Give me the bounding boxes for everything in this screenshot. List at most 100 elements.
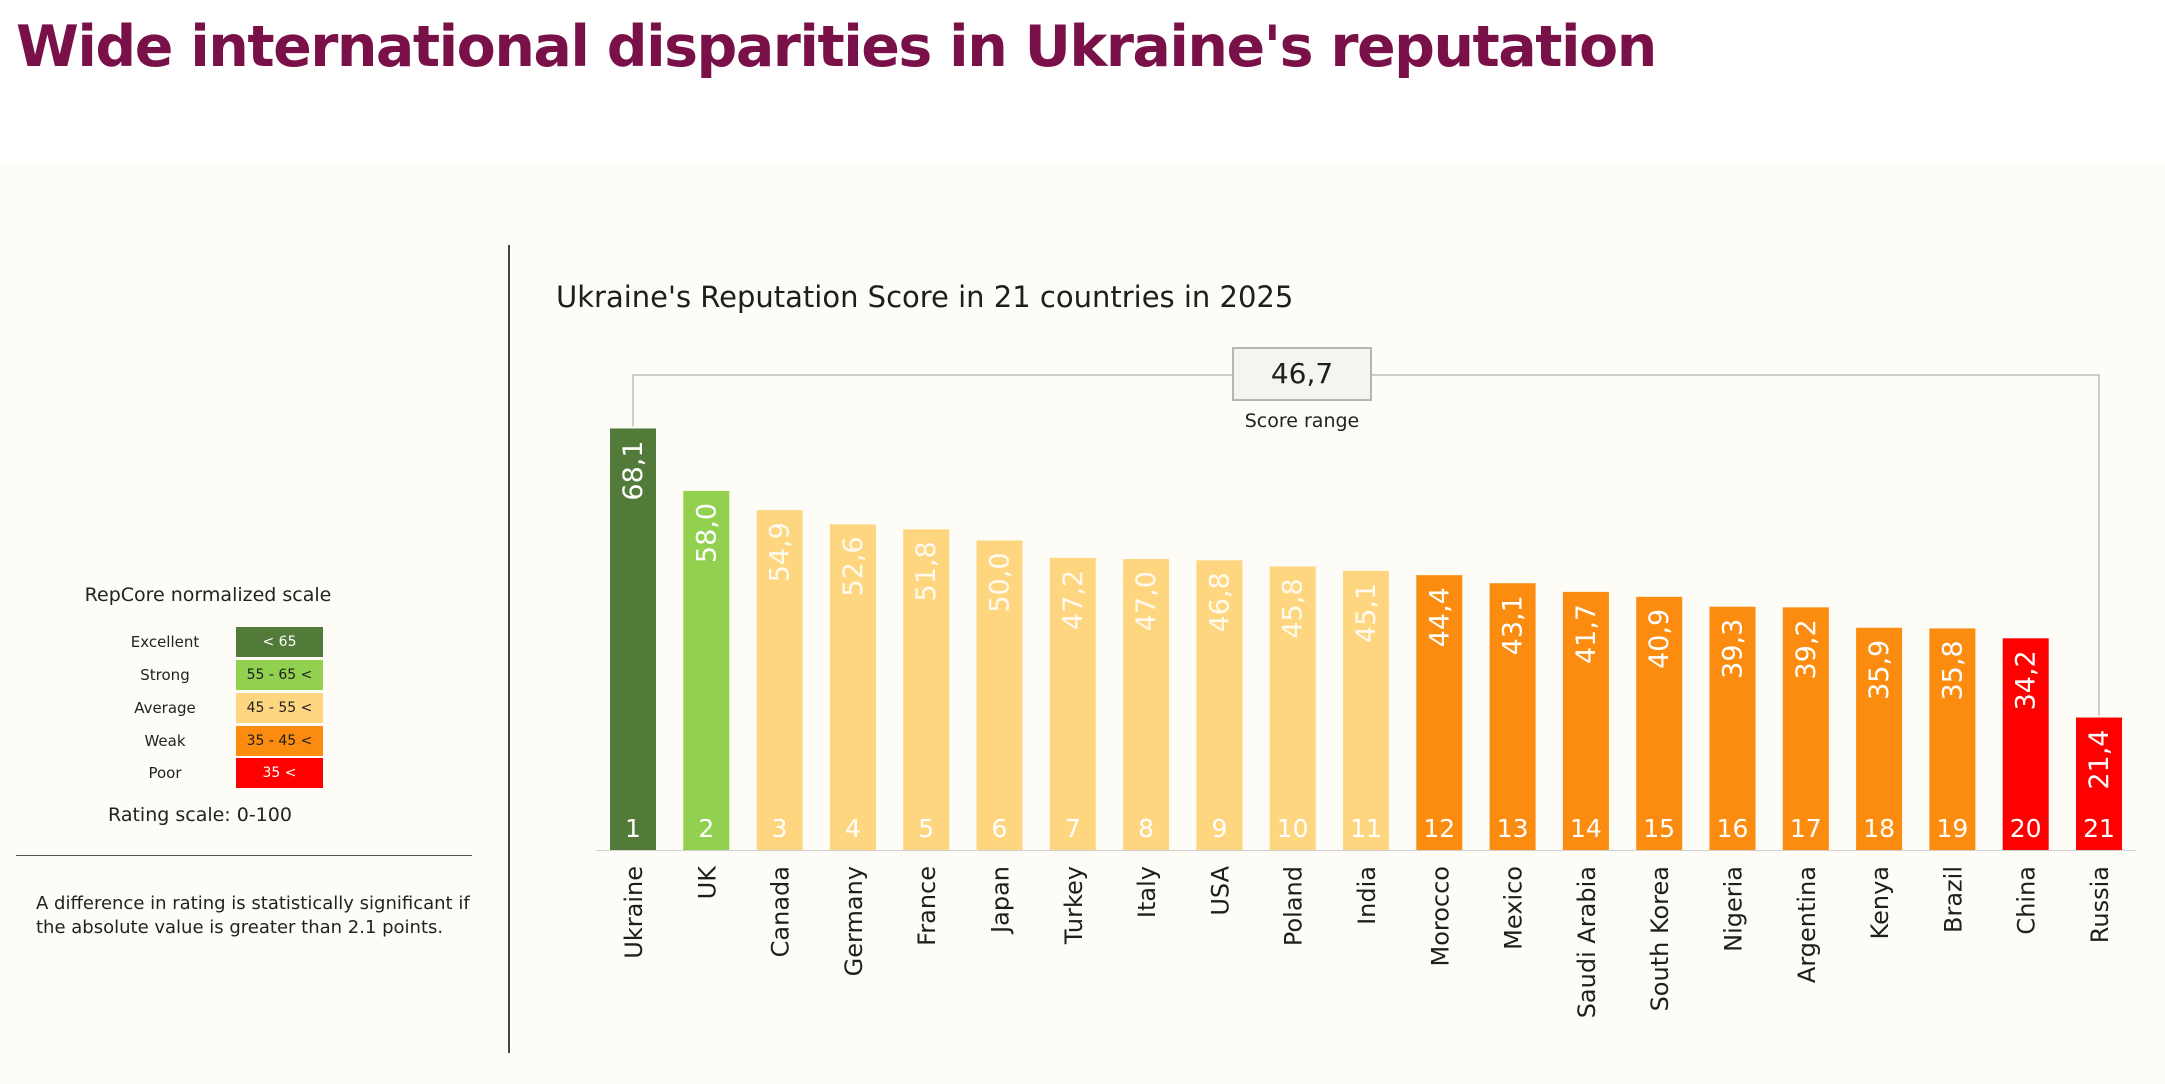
category-label: Russia [2086,866,2114,943]
category-label: Canada [767,866,795,957]
bar-kenya [1856,627,1903,850]
bar-poland [1269,566,1316,850]
rank-label: 12 [1423,814,1455,843]
chart-title: Ukraine's Reputation Score in 21 countri… [556,280,1294,314]
bar-nigeria [1709,606,1756,850]
rank-label: 17 [1790,814,1822,843]
bar-russia [2076,717,2122,850]
legend-label: Weak [144,732,186,750]
category-label: Ukraine [620,866,648,959]
value-label: 34,2 [2011,650,2042,710]
rank-label: 9 [1211,814,1227,843]
value-label: 35,9 [1864,640,1895,700]
rank-label: 11 [1350,814,1382,843]
rank-label: 5 [918,814,934,843]
legend-swatch-average: 45 - 55 < [236,693,323,723]
rank-label: 8 [1138,814,1154,843]
value-label: 46,8 [1204,572,1235,632]
bar-ukraine [610,428,656,850]
legend-row-average: Average 45 - 55 < [110,693,324,723]
bar-india [1343,570,1389,850]
value-label: 47,2 [1058,570,1089,630]
score-range-label: Score range [1244,410,1360,432]
category-label: India [1353,866,1381,925]
category-label: South Korea [1646,866,1674,1011]
category-label: Argentina [1793,866,1821,983]
value-label: 68,1 [618,440,649,500]
value-label: 39,2 [1791,619,1822,679]
legend-row-weak: Weak 35 - 45 < [110,726,324,756]
bar-argentina [1782,607,1829,850]
rank-label: 10 [1277,814,1309,843]
rank-label: 19 [1936,814,1968,843]
legend-label: Average [134,699,196,717]
score-range-value: 46,7 [1232,347,1372,401]
legend-label: Poor [148,764,182,782]
rank-label: 14 [1570,814,1602,843]
category-label: Italy [1133,866,1161,918]
bar-germany [829,524,876,850]
category-label: Turkey [1060,866,1088,945]
legend-row-excellent: Excellent < 65 [110,627,324,657]
value-label: 44,4 [1424,587,1455,647]
value-label: 52,6 [838,536,869,596]
legend-title: RepCore normalized scale [84,584,332,606]
bar-japan [976,540,1023,850]
value-label: 39,3 [1718,619,1749,679]
category-label: Poland [1280,866,1308,946]
rank-label: 18 [1863,814,1895,843]
value-label: 41,7 [1571,604,1602,664]
category-label: Nigeria [1720,866,1748,952]
rank-label: 15 [1643,814,1675,843]
bar-china [2002,638,2049,850]
legend-swatch-excellent: < 65 [236,627,323,657]
rank-label: 2 [698,814,714,843]
category-label: China [2013,866,2041,935]
rank-label: 7 [1065,814,1081,843]
legend-label: Strong [140,666,190,684]
legend-swatch-poor: 35 < [236,758,323,788]
bar-mexico [1489,583,1536,850]
bar-brazil [1929,628,1976,850]
horizontal-divider [16,855,472,856]
value-label: 51,8 [911,541,942,601]
value-label: 40,9 [1644,609,1675,669]
bar-canada [756,510,803,850]
rank-label: 21 [2083,814,2115,843]
rank-label: 20 [2010,814,2042,843]
category-label: UK [693,865,721,900]
value-label: 58,0 [691,503,722,563]
value-label: 35,8 [1937,640,1968,700]
legend-row-strong: Strong 55 - 65 < [110,660,324,690]
category-label: France [913,866,941,946]
rank-label: 1 [625,814,641,843]
category-label: Japan [987,866,1015,935]
significance-footnote: A difference in rating is statistically … [36,893,470,938]
category-label: Kenya [1866,866,1894,939]
bar-morocco [1416,575,1463,850]
category-label: Germany [840,866,868,976]
bar-saudi-arabia [1562,591,1609,850]
legend-row-poor: Poor 35 < [110,758,324,788]
bar-usa [1196,560,1243,850]
category-label: Mexico [1500,866,1528,950]
category-label: Brazil [1939,866,1967,933]
value-label: 50,0 [985,553,1016,613]
category-label: USA [1206,865,1234,915]
rank-label: 3 [772,814,788,843]
bar-france [903,529,950,850]
legend-swatch-weak: 35 - 45 < [236,726,323,756]
bar-south-korea [1636,596,1683,850]
legend-swatch-strong: 55 - 65 < [236,660,323,690]
vertical-divider [508,245,510,1053]
bar-italy [1123,559,1170,850]
value-label: 54,9 [765,522,796,582]
value-label: 47,0 [1131,571,1162,631]
rank-label: 4 [845,814,861,843]
page-title: Wide international disparities in Ukrain… [16,14,1657,80]
rank-label: 16 [1717,814,1749,843]
rating-scale-note: Rating scale: 0-100 [108,804,292,826]
bar-uk [683,490,730,850]
legend-label: Excellent [130,633,200,651]
